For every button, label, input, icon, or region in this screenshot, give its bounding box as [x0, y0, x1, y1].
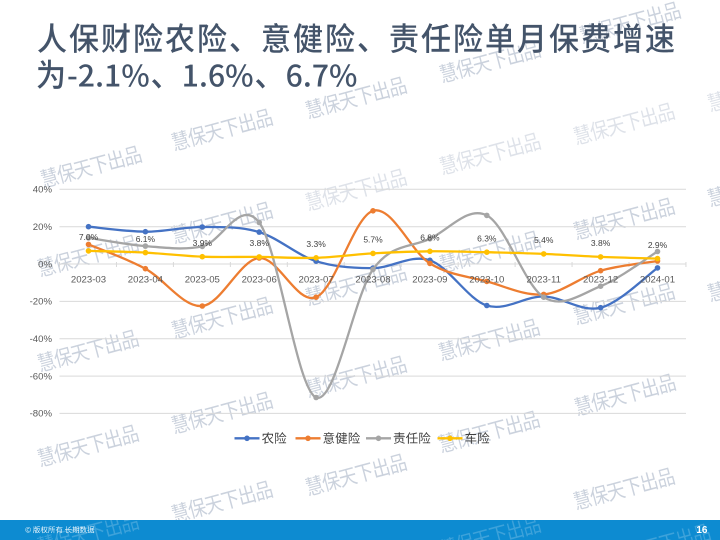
svg-text:6.8%: 6.8%	[420, 233, 440, 243]
svg-text:2023-09: 2023-09	[412, 275, 447, 286]
svg-text:7.0%: 7.0%	[79, 232, 99, 242]
svg-text:-60%: -60%	[30, 371, 53, 382]
svg-text:-20%: -20%	[30, 297, 53, 308]
svg-text:3.8%: 3.8%	[250, 238, 270, 248]
svg-text:2023-07: 2023-07	[298, 275, 333, 286]
svg-text:20%: 20%	[33, 222, 53, 233]
svg-text:2023-05: 2023-05	[185, 275, 220, 286]
svg-text:2023-08: 2023-08	[355, 275, 390, 286]
svg-text:-40%: -40%	[30, 334, 53, 345]
svg-text:2023-04: 2023-04	[128, 275, 164, 286]
svg-text:3.3%: 3.3%	[306, 239, 326, 249]
svg-text:2023-12: 2023-12	[583, 275, 618, 286]
svg-text:2023-03: 2023-03	[71, 275, 106, 286]
svg-text:6.3%: 6.3%	[477, 233, 497, 243]
svg-text:0%: 0%	[38, 259, 52, 270]
svg-text:5.7%: 5.7%	[363, 235, 383, 245]
svg-text:3.8%: 3.8%	[591, 238, 611, 248]
svg-text:40%: 40%	[33, 185, 53, 196]
svg-text:2023-10: 2023-10	[469, 275, 504, 286]
svg-text:-80%: -80%	[30, 409, 53, 420]
svg-text:2023-11: 2023-11	[526, 275, 561, 286]
svg-text:2024-01: 2024-01	[640, 275, 675, 286]
svg-text:2.9%: 2.9%	[648, 240, 668, 250]
svg-text:6.1%: 6.1%	[136, 234, 156, 244]
svg-text:3.9%: 3.9%	[193, 238, 213, 248]
svg-text:2023-06: 2023-06	[242, 275, 277, 286]
svg-text:5.4%: 5.4%	[534, 235, 554, 245]
